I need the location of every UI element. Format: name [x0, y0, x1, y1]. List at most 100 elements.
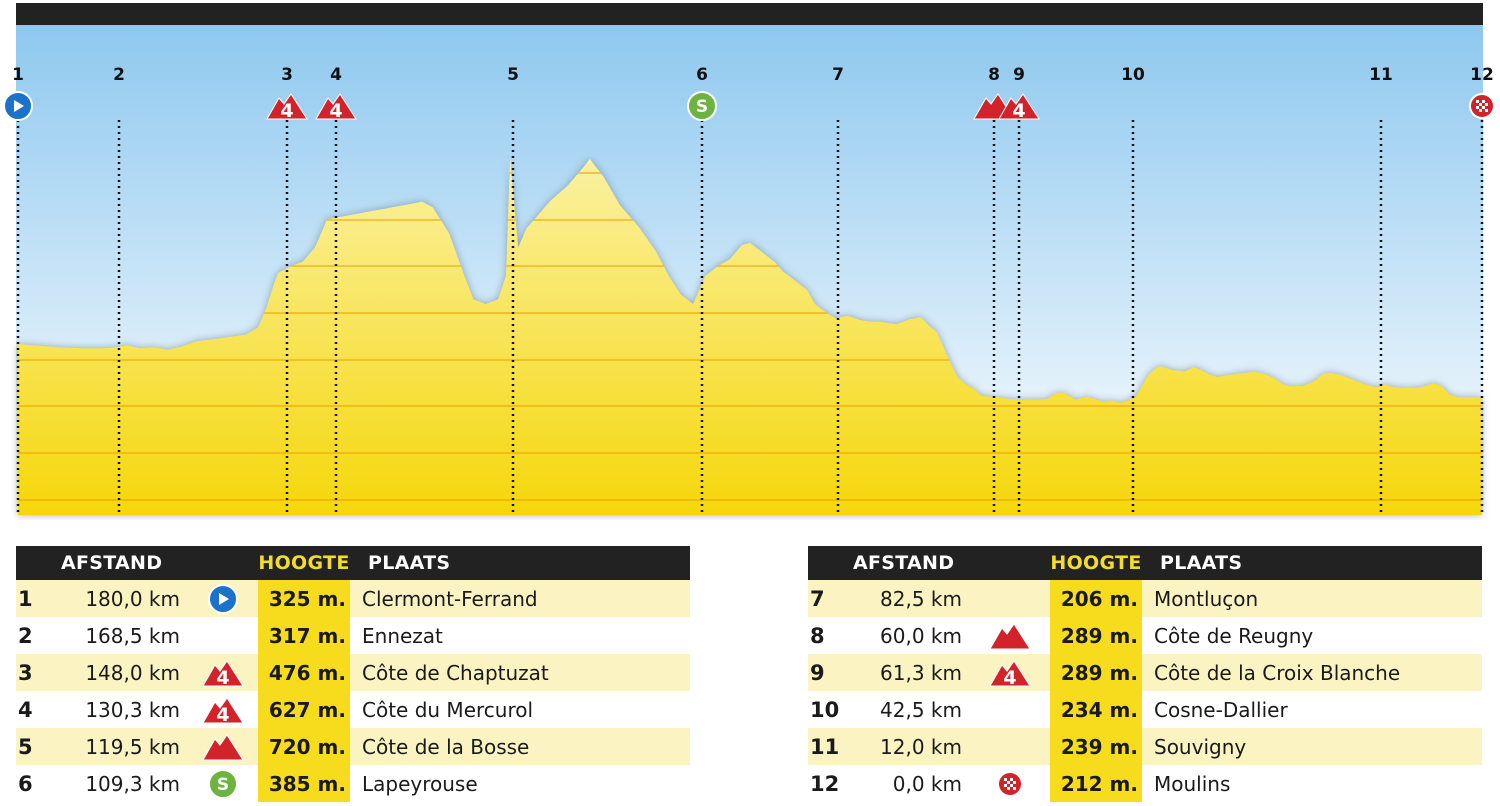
checkpoint-num: 4: [18, 697, 33, 722]
start-icon: [208, 583, 238, 614]
climb-icon: [990, 622, 1030, 649]
checkpoint-distance: 82,5 km: [850, 580, 970, 617]
climb-cat4-icon: 4: [990, 659, 1030, 689]
checkpoint-num: 2: [18, 623, 33, 648]
checkpoint-place: Côte de Chaptuzat: [350, 654, 690, 691]
climb-cat4-icon: 4: [203, 696, 243, 726]
table-header-afstand: AFSTAND: [58, 546, 188, 580]
climb-icon: [990, 622, 1030, 649]
checkpoint-distance: 61,3 km: [850, 654, 970, 691]
climb-cat4-icon: 4: [203, 659, 243, 689]
checkpoint-table-right: AFSTAND HOOGTE PLAATS 7 82,5 km 206 m. Mont…: [808, 546, 1482, 802]
table-header-num: [16, 546, 58, 580]
sprint-icon: S: [687, 91, 717, 121]
checkpoint-place: Montluçon: [1142, 580, 1482, 617]
checkpoint-number: 9: [1013, 65, 1025, 85]
table-header-hoogte: HOOGTE: [1050, 546, 1142, 580]
checkpoint-elevation: 206 m.: [1050, 580, 1142, 617]
table-header-plaats: PLAATS: [1142, 546, 1482, 580]
start-icon: [3, 91, 33, 121]
climb-cat4-icon: 4: [315, 93, 357, 122]
svg-text:4: 4: [280, 100, 293, 122]
checkpoint-place: Moulins: [1154, 771, 1231, 796]
checkpoint-number: 2: [113, 65, 125, 85]
sprint-icon: S: [208, 768, 238, 799]
table-row: 5 119,5 km 720 m. Côte de la Bosse: [16, 728, 690, 765]
svg-text:4: 4: [329, 100, 342, 122]
table-header-num: [808, 546, 850, 580]
checkpoint-number: 12: [1470, 65, 1494, 85]
checkpoint-distance: 180,0 km: [58, 580, 188, 617]
elevation-profile-area: [18, 158, 1482, 515]
checkpoint-distance: 42,5 km: [880, 697, 962, 722]
table-header-row: AFSTAND HOOGTE PLAATS: [16, 546, 690, 580]
table-row: 11 12,0 km 239 m. Souvigny: [808, 728, 1482, 765]
climb-cat4-icon: 4: [203, 696, 243, 726]
checkpoint-icon: 4: [970, 654, 1050, 691]
checkpoint-num: 12: [810, 771, 840, 796]
checkpoint-icon: [970, 691, 1050, 728]
checkpoint-distance: 12,0 km: [850, 728, 970, 765]
start-icon: [208, 583, 238, 614]
checkpoint-num: 9: [808, 654, 850, 691]
climb-cat4-icon: 4: [203, 659, 243, 689]
checkpoint-elevation: 627 m.: [258, 691, 350, 728]
table-row: 7 82,5 km 206 m. Montluçon: [808, 580, 1482, 617]
checkpoint-elevation: 476 m.: [258, 654, 350, 691]
table-row: 10 42,5 km 234 m. Cosne-Dallier: [808, 691, 1482, 728]
checkpoint-number: 11: [1369, 65, 1393, 85]
checkpoint-icon: [970, 728, 1050, 765]
checkpoint-elevation: 212 m.: [1050, 765, 1142, 802]
climb-cat4-icon: 4: [998, 93, 1040, 122]
checkpoint-icon: [970, 617, 1050, 654]
checkpoint-place: Clermont-Ferrand: [350, 580, 690, 617]
table-row: 1 180,0 km 325 m. Clermont-Ferrand: [16, 580, 690, 617]
checkpoint-place: Côte de la Bosse: [350, 728, 690, 765]
checkpoint-number: 5: [507, 65, 519, 85]
climb-icon: [203, 733, 243, 760]
table-header-afstand: AFSTAND: [850, 546, 970, 580]
checkpoint-distance: 168,5 km: [85, 623, 180, 648]
climb-cat4-icon: 4: [990, 659, 1030, 689]
table-row: 12 0,0 km 212 m. Moulins: [808, 765, 1482, 802]
checkpoint-icon: [188, 580, 258, 617]
checkpoint-icon: [970, 580, 1050, 617]
table-header-plaats: PLAATS: [350, 546, 690, 580]
svg-text:S: S: [696, 97, 708, 117]
checkpoint-num: 10: [810, 697, 840, 722]
checkpoint-distance: 60,0 km: [880, 623, 962, 648]
table-row: 6 109,3 km S 385 m. Lapeyrouse: [16, 765, 690, 802]
checkpoint-number: 4: [330, 65, 342, 85]
finish-flag-icon: [997, 770, 1023, 797]
checkpoint-elevation: 289 m.: [1050, 617, 1142, 654]
checkpoint-icon: 4: [188, 691, 258, 728]
checkpoint-number: 7: [832, 65, 844, 85]
checkpoint-elevation: 385 m.: [258, 765, 350, 802]
checkpoint-icon: 4: [188, 654, 258, 691]
checkpoint-elevation: 289 m.: [1050, 654, 1142, 691]
checkpoint-num: 3: [16, 654, 58, 691]
checkpoint-place: Côte de Reugny: [1154, 623, 1314, 648]
checkpoint-place: Côte du Mercurol: [362, 697, 534, 722]
checkpoint-elevation: 317 m.: [258, 617, 350, 654]
finish-flag-icon: [1469, 93, 1495, 119]
checkpoint-num: 1: [16, 580, 58, 617]
checkpoint-table-left: AFSTAND HOOGTE PLAATS 1 180,0 km 325 m. Cle…: [16, 546, 690, 802]
climb-icon: [203, 733, 243, 760]
checkpoint-number: 3: [281, 65, 293, 85]
header-bar: [16, 3, 1483, 25]
checkpoint-distance: 119,5 km: [58, 728, 188, 765]
checkpoint-num: 6: [18, 771, 33, 796]
table-header-row: AFSTAND HOOGTE PLAATS: [808, 546, 1482, 580]
table-header-icon: [970, 546, 1050, 580]
checkpoint-place: Ennezat: [362, 623, 443, 648]
climb-cat4-icon: 4: [266, 93, 308, 122]
checkpoint-number: 6: [696, 65, 708, 85]
checkpoint-place: Côte de la Croix Blanche: [1142, 654, 1482, 691]
checkpoint-elevation: 325 m.: [258, 580, 350, 617]
table-row: 3 148,0 km 4 476 m. Côte de Chaptuzat: [16, 654, 690, 691]
table-row: 8 60,0 km 289 m. Côte de Reugny: [808, 617, 1482, 654]
checkpoint-place: Souvigny: [1142, 728, 1482, 765]
checkpoint-distance: 148,0 km: [58, 654, 188, 691]
